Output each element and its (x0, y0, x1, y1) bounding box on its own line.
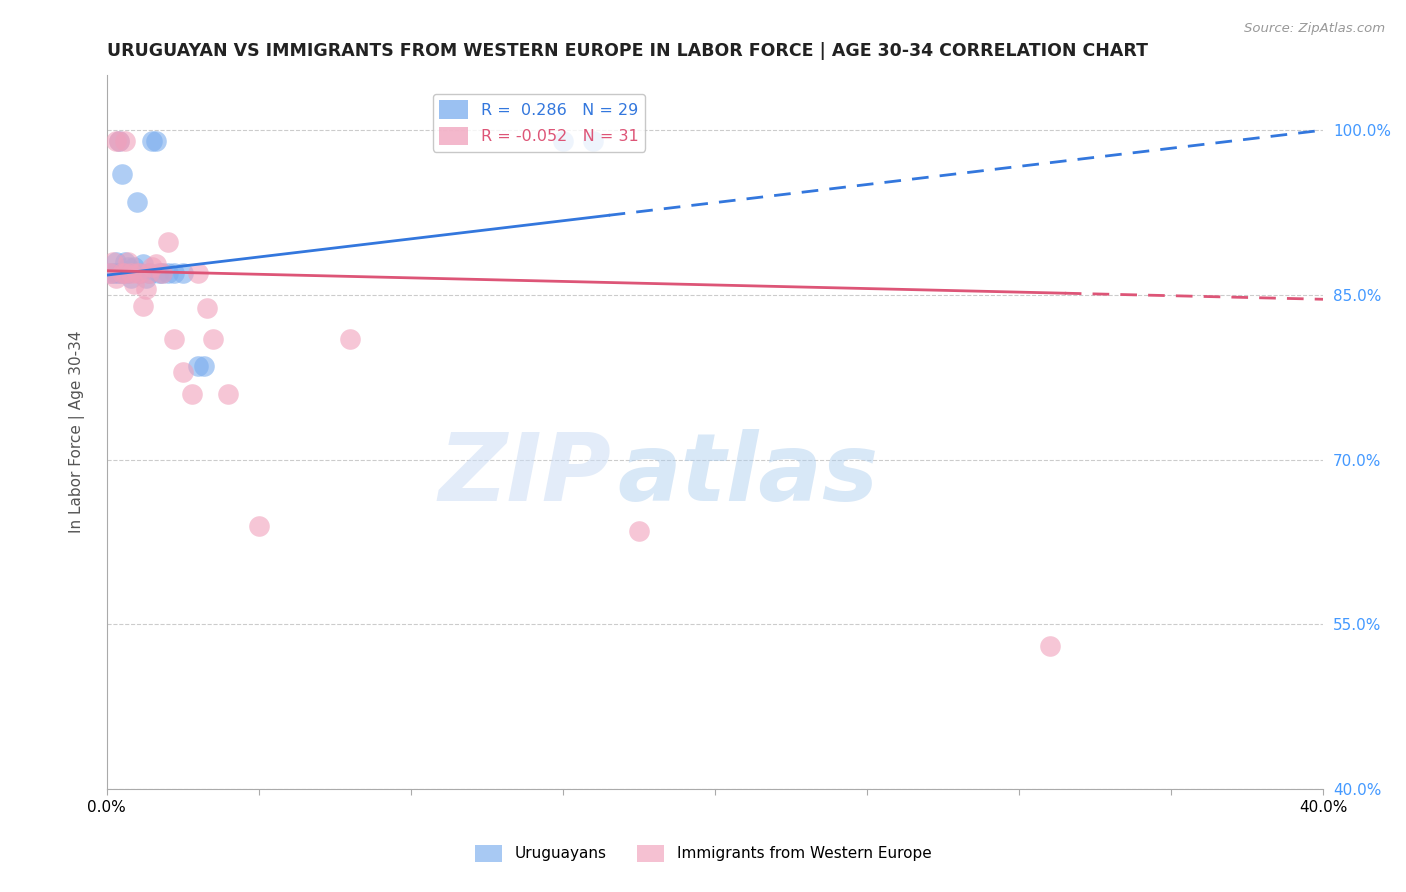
Point (150, 266, 173, 280)
Point (339, 332, 361, 346)
Point (551, 134, 574, 148)
Point (172, 266, 194, 280)
Point (127, 194, 149, 209)
Point (150, 266, 173, 280)
Legend: Uruguayans, Immigrants from Western Europe: Uruguayans, Immigrants from Western Euro… (468, 838, 938, 868)
Point (1039, 640, 1062, 654)
Point (120, 266, 142, 280)
Point (108, 266, 131, 280)
Point (132, 299, 155, 313)
Point (104, 134, 127, 148)
Point (104, 266, 127, 280)
Point (156, 235, 179, 249)
Point (247, 518, 270, 533)
Point (172, 365, 194, 379)
Point (114, 134, 136, 148)
Point (120, 271, 142, 285)
Point (117, 266, 139, 280)
Point (122, 260, 145, 275)
Point (141, 134, 163, 148)
Point (187, 266, 209, 280)
Point (98, 266, 121, 280)
Text: ZIP: ZIP (439, 429, 612, 521)
Point (187, 359, 209, 374)
Point (117, 260, 139, 275)
Point (148, 266, 170, 280)
Point (202, 332, 225, 346)
Point (111, 266, 134, 280)
Point (129, 266, 152, 280)
Point (111, 167, 134, 181)
Point (122, 277, 145, 291)
Point (138, 266, 160, 280)
Point (104, 255, 127, 269)
Point (145, 134, 167, 148)
Point (135, 282, 157, 296)
Point (111, 266, 134, 280)
Point (132, 257, 155, 271)
Point (218, 386, 240, 401)
Point (127, 266, 149, 280)
Point (135, 271, 157, 285)
Y-axis label: In Labor Force | Age 30-34: In Labor Force | Age 30-34 (69, 331, 84, 533)
Point (101, 255, 124, 269)
Point (181, 386, 204, 401)
Text: Source: ZipAtlas.com: Source: ZipAtlas.com (1244, 22, 1385, 36)
Point (163, 266, 186, 280)
Point (141, 260, 163, 275)
Point (98, 266, 121, 280)
Point (628, 524, 651, 538)
Point (138, 266, 160, 280)
Text: URUGUAYAN VS IMMIGRANTS FROM WESTERN EUROPE IN LABOR FORCE | AGE 30-34 CORRELATI: URUGUAYAN VS IMMIGRANTS FROM WESTERN EUR… (107, 42, 1147, 60)
Point (163, 332, 186, 346)
Point (156, 266, 179, 280)
Point (108, 134, 131, 148)
Point (108, 134, 131, 148)
Point (582, 134, 605, 148)
Point (129, 266, 152, 280)
Point (114, 266, 136, 280)
Text: atlas: atlas (617, 429, 879, 521)
Point (145, 257, 167, 271)
Point (195, 301, 218, 315)
Point (193, 359, 215, 374)
Point (104, 271, 127, 285)
Point (114, 255, 136, 269)
Legend: R =  0.286   N = 29, R = -0.052   N = 31: R = 0.286 N = 29, R = -0.052 N = 31 (433, 94, 645, 152)
Point (117, 255, 139, 269)
Point (101, 266, 124, 280)
